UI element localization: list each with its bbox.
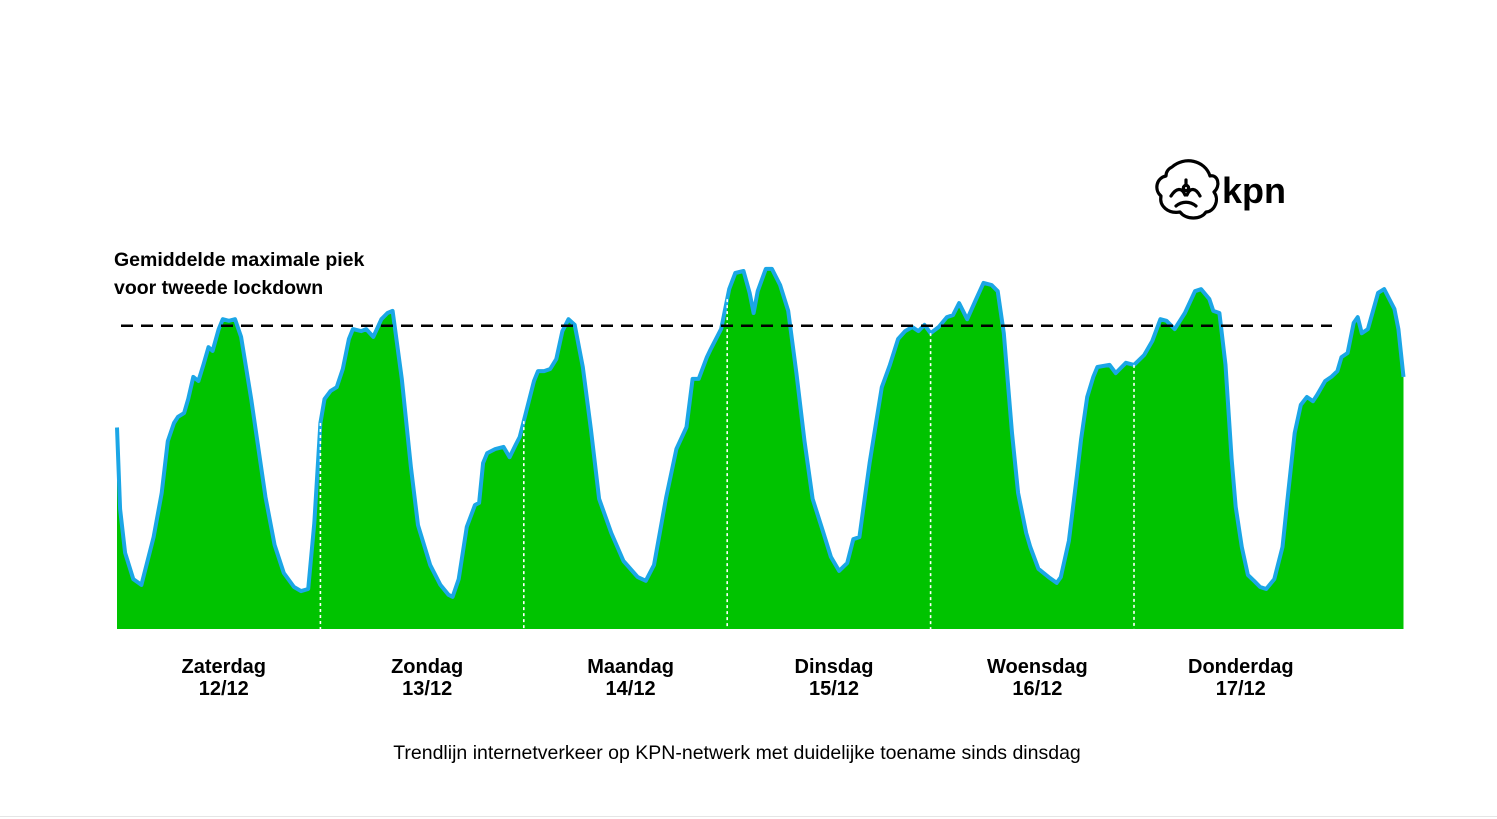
day-label-name: Woensdag: [987, 656, 1088, 678]
traffic-line: [115, 266, 1406, 599]
day-label-date: 13/12: [402, 678, 452, 700]
traffic-area: [117, 268, 1404, 629]
day-label-date: 15/12: [809, 678, 859, 700]
day-label-name: Zondag: [391, 656, 463, 678]
kpn-logo: kpn: [1155, 159, 1286, 220]
kpn-wordmark: kpn: [1222, 170, 1286, 211]
day-separators: [319, 299, 1135, 629]
reference-label: Gemiddelde maximale piek voor tweede loc…: [114, 249, 365, 299]
reference-label-line-1: Gemiddelde maximale piek: [114, 249, 365, 271]
day-label-date: 12/12: [199, 678, 249, 700]
day-label-date: 16/12: [1012, 678, 1062, 700]
day-label-date: 14/12: [606, 678, 656, 700]
crown-icon: [1155, 159, 1220, 220]
day-label-name: Maandag: [587, 656, 674, 678]
day-label-name: Dinsdag: [795, 656, 874, 678]
chart-caption: Trendlijn internetverkeer op KPN-netwerk…: [393, 742, 1081, 764]
day-label-date: 17/12: [1216, 678, 1266, 700]
reference-label-line-2: voor tweede lockdown: [114, 277, 323, 299]
chart-area-layer: [115, 266, 1406, 629]
bottom-divider: [0, 816, 1497, 817]
day-label-name: Donderdag: [1188, 656, 1294, 678]
day-label-name: Zaterdag: [182, 656, 266, 678]
